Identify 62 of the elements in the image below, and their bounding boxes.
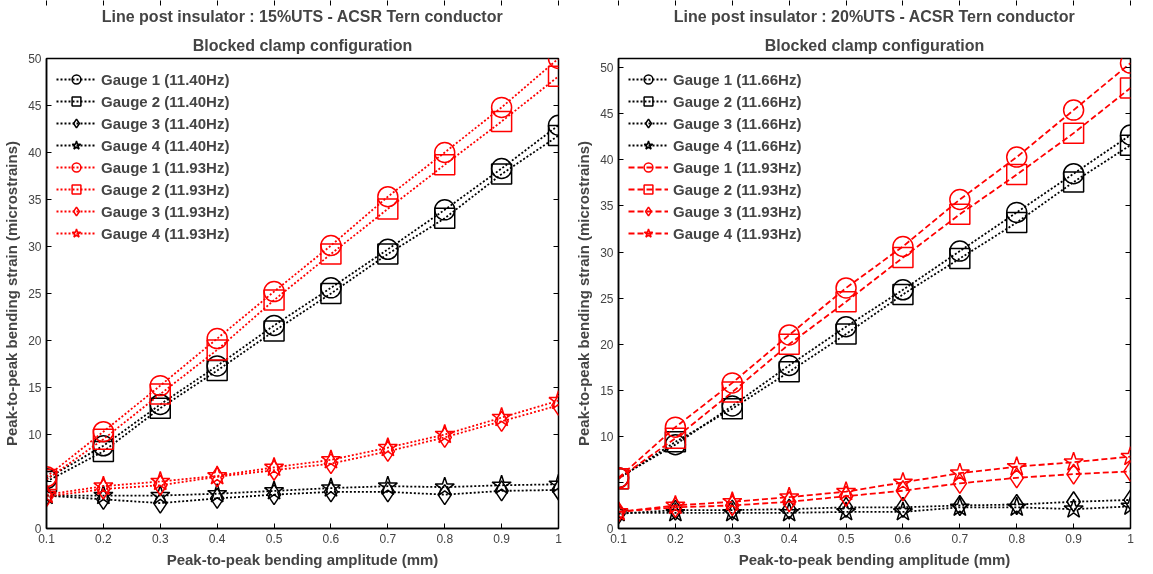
- x-axis-title: Peak-to-peak bending amplitude (mm): [738, 550, 1011, 568]
- x-tick-label: 0.9: [493, 531, 511, 546]
- y-tick-label: 15: [28, 381, 42, 395]
- x-tick-label: 0.4: [780, 531, 798, 546]
- y-tick-label: 25: [600, 291, 614, 306]
- chart-title: Line post insulator : 15%UTS - ACSR Tern conductor: [101, 7, 503, 25]
- x-tick-label: 0.6: [894, 531, 912, 546]
- legend-label: Gauge 3 (11.93Hz): [673, 201, 802, 222]
- x-tick-label: 1: [555, 531, 563, 546]
- y-tick-label: 25: [28, 287, 42, 301]
- y-tick-label: 50: [28, 52, 42, 66]
- y-tick-label: 0: [34, 522, 42, 536]
- x-tick-label: 0.7: [951, 531, 969, 546]
- legend-label: Gauge 3 (11.40Hz): [101, 113, 230, 134]
- x-tick-label: 0.8: [1008, 531, 1026, 546]
- chart-title: Line post insulator : 20%UTS - ACSR Tern conductor: [673, 7, 1075, 25]
- x-tick-label: 0.2: [95, 531, 113, 546]
- x-tick-label: 1: [1127, 531, 1135, 546]
- x-tick-label: 0.3: [723, 531, 741, 546]
- y-axis-title: Peak-to-peak bending strain (microstrains): [575, 140, 593, 447]
- y-tick-label: 0: [606, 522, 614, 536]
- y-tick-label: 30: [600, 245, 614, 260]
- y-tick-label: 20: [28, 334, 42, 348]
- y-tick-label: 10: [28, 428, 42, 442]
- legend-label: Gauge 1 (11.40Hz): [101, 69, 230, 90]
- x-axis-title: Peak-to-peak bending amplitude (mm): [166, 550, 439, 568]
- y-tick-label: 50: [600, 61, 614, 76]
- x-tick-label: 0.5: [265, 531, 283, 546]
- x-tick-label: 0.6: [322, 531, 340, 546]
- legend-label: Gauge 3 (11.66Hz): [673, 113, 802, 134]
- y-tick-label: 45: [28, 99, 42, 113]
- y-tick-label: 15: [600, 383, 614, 398]
- legend-label: Gauge 1 (11.93Hz): [101, 157, 230, 178]
- legend-label: Gauge 1 (11.66Hz): [673, 69, 802, 90]
- x-tick-label: 0.9: [1065, 531, 1083, 546]
- x-tick-label: 0.3: [151, 531, 169, 546]
- y-tick-label: 45: [600, 107, 614, 122]
- legend-label: Gauge 2 (11.66Hz): [673, 91, 802, 112]
- legend-label: Gauge 4 (11.40Hz): [101, 135, 230, 156]
- y-axis-title: Peak-to-peak bending strain (microstrains): [3, 140, 21, 447]
- legend-label: Gauge 4 (11.66Hz): [673, 135, 802, 156]
- x-tick-label: 0.2: [667, 531, 685, 546]
- legend-label: Gauge 2 (11.93Hz): [101, 179, 230, 200]
- chart-subtitle: Blocked clamp configuration: [192, 36, 413, 54]
- legend-label: Gauge 4 (11.93Hz): [101, 223, 230, 244]
- legend-label: Gauge 4 (11.93Hz): [673, 223, 802, 244]
- y-tick-label: 20: [600, 337, 614, 352]
- x-tick-label: 0.5: [837, 531, 855, 546]
- y-tick-label: 40: [28, 146, 42, 160]
- x-tick-label: 0.4: [208, 531, 226, 546]
- legend-label: Gauge 3 (11.93Hz): [101, 201, 230, 222]
- legend-label: Gauge 2 (11.93Hz): [673, 179, 802, 200]
- y-tick-label: 30: [28, 240, 42, 254]
- y-tick-label: 40: [600, 153, 614, 168]
- chart-subtitle: Blocked clamp configuration: [764, 36, 985, 54]
- y-tick-label: 35: [28, 193, 42, 207]
- legend-label: Gauge 1 (11.93Hz): [673, 157, 802, 178]
- y-tick-label: 10: [600, 429, 614, 444]
- legend-label: Gauge 2 (11.40Hz): [101, 91, 230, 112]
- y-tick-label: 35: [600, 199, 614, 214]
- x-tick-label: 0.8: [436, 531, 454, 546]
- x-tick-label: 0.7: [379, 531, 397, 546]
